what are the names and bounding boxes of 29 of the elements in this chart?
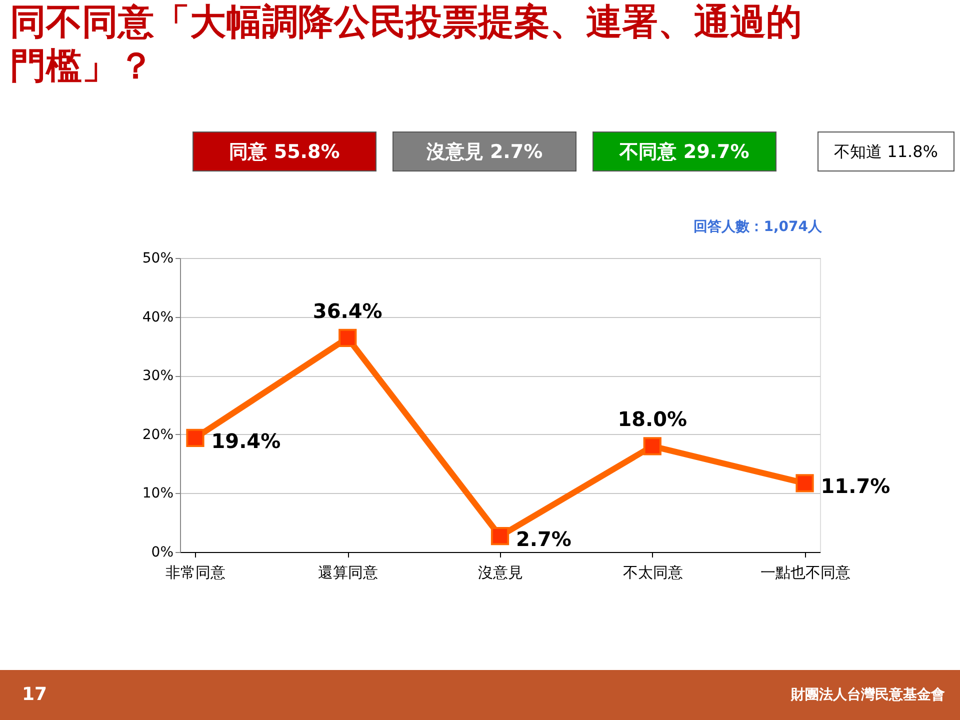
text: 不同意 29.7% bbox=[618, 141, 750, 163]
text: 2.7% bbox=[516, 527, 572, 552]
point bbox=[338, 328, 357, 348]
y-tick-label: 40% bbox=[142, 309, 174, 326]
text: 17 bbox=[22, 684, 48, 705]
chart-title: 同不同意「大幅調降公民投票提案、連署、通過的門檻」？ bbox=[10, 2, 802, 87]
point bbox=[186, 428, 204, 447]
x-tick-label: 還算同意 bbox=[318, 564, 378, 582]
text: 不知道 11.8% bbox=[834, 142, 938, 161]
x-tick-label: 沒意見 bbox=[478, 564, 523, 582]
y-tick-label: 30% bbox=[142, 368, 174, 384]
y-tick-label: 50% bbox=[142, 250, 174, 266]
text: 18.0% bbox=[618, 407, 688, 432]
point bbox=[643, 437, 662, 456]
text: 回答人數：1,074人 bbox=[694, 219, 823, 235]
y-tick-label: 0% bbox=[151, 544, 174, 560]
point bbox=[490, 527, 510, 546]
x-tick-label: 不太同意 bbox=[622, 564, 683, 582]
text: 財團法人台灣民意基金會 bbox=[790, 686, 945, 703]
text: 36.4% bbox=[312, 298, 382, 323]
text: 11.7% bbox=[820, 474, 890, 498]
x-tick-label: 一點也不同意 bbox=[760, 564, 850, 582]
x-tick-label: 非常同意 bbox=[166, 564, 226, 582]
text: 同意 55.8% bbox=[229, 141, 340, 163]
y-tick-label: 10% bbox=[142, 486, 174, 502]
y-tick-label: 20% bbox=[142, 426, 174, 443]
text: 沒意見 2.7% bbox=[425, 141, 543, 163]
point bbox=[796, 474, 814, 492]
text: 19.4% bbox=[211, 428, 281, 453]
